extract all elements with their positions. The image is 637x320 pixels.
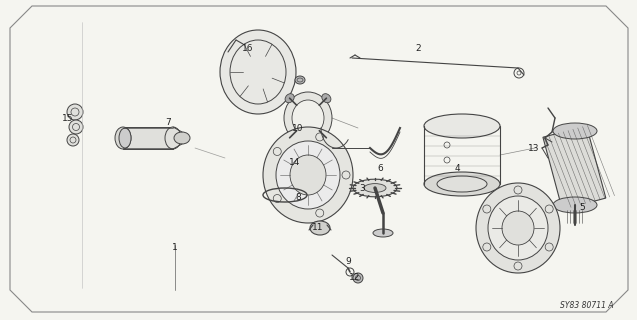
Text: 16: 16	[242, 44, 254, 52]
Ellipse shape	[290, 155, 326, 195]
Ellipse shape	[115, 127, 131, 149]
Ellipse shape	[276, 141, 340, 209]
Circle shape	[353, 273, 363, 283]
Ellipse shape	[292, 100, 324, 136]
Ellipse shape	[424, 172, 500, 196]
Ellipse shape	[310, 221, 330, 235]
Ellipse shape	[174, 132, 190, 144]
Text: 1: 1	[172, 244, 178, 252]
Ellipse shape	[488, 196, 548, 260]
Ellipse shape	[424, 114, 500, 138]
Text: 14: 14	[289, 157, 301, 166]
Text: 10: 10	[292, 124, 304, 132]
Polygon shape	[543, 126, 606, 210]
Ellipse shape	[119, 128, 131, 148]
Text: 9: 9	[345, 258, 351, 267]
Ellipse shape	[284, 92, 332, 144]
Ellipse shape	[476, 183, 560, 273]
Ellipse shape	[502, 211, 534, 245]
Ellipse shape	[165, 127, 181, 149]
Text: 2: 2	[415, 44, 421, 52]
Text: 3: 3	[359, 183, 365, 193]
Ellipse shape	[263, 127, 353, 223]
Ellipse shape	[553, 123, 597, 139]
Text: 5: 5	[579, 204, 585, 212]
Text: 6: 6	[377, 164, 383, 172]
Text: 7: 7	[165, 117, 171, 126]
Ellipse shape	[285, 133, 294, 142]
Circle shape	[69, 120, 83, 134]
Text: 15: 15	[62, 114, 74, 123]
Ellipse shape	[285, 94, 294, 103]
Polygon shape	[123, 127, 173, 149]
Text: 11: 11	[312, 223, 324, 233]
Ellipse shape	[373, 229, 393, 237]
Ellipse shape	[437, 176, 487, 192]
Text: SY83 80711 A: SY83 80711 A	[560, 300, 613, 309]
Ellipse shape	[220, 30, 296, 114]
Ellipse shape	[322, 133, 331, 142]
Ellipse shape	[295, 76, 305, 84]
Circle shape	[67, 134, 79, 146]
Ellipse shape	[553, 197, 597, 213]
Ellipse shape	[322, 94, 331, 103]
Ellipse shape	[364, 184, 386, 192]
Text: 13: 13	[528, 143, 540, 153]
Circle shape	[67, 104, 83, 120]
Text: 4: 4	[454, 164, 460, 172]
Text: 8: 8	[295, 194, 301, 203]
Ellipse shape	[353, 179, 397, 197]
Text: 12: 12	[349, 274, 361, 283]
